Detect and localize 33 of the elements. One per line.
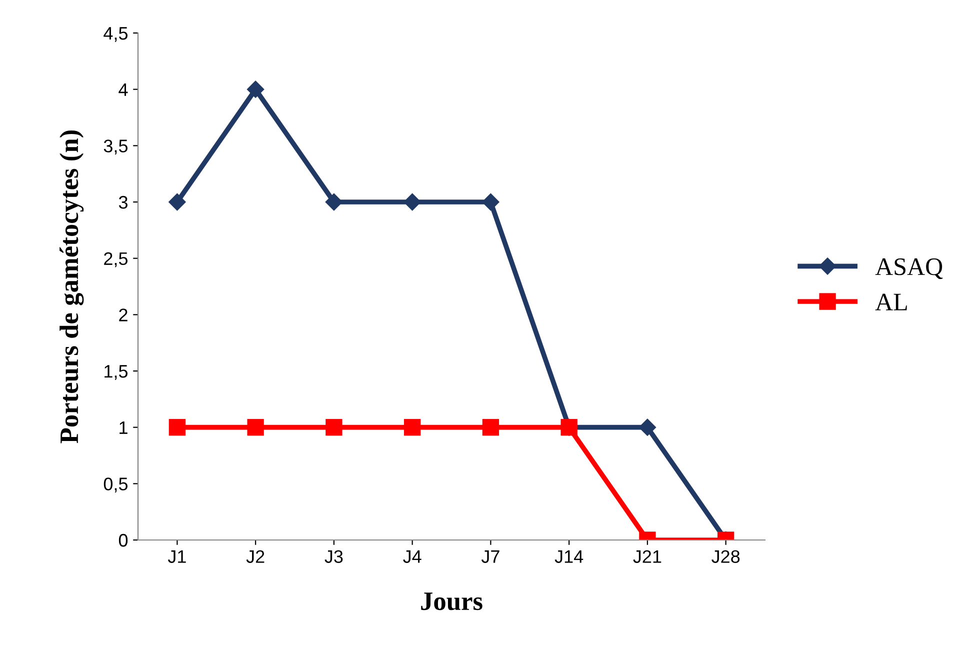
point (247, 80, 264, 98)
x-tick-label: J7 (481, 550, 500, 563)
y-tick-label: 4,5 (104, 27, 128, 42)
point (404, 419, 421, 436)
y-axis-title: Porteurs de gamétocytes (n) (60, 130, 84, 444)
y-tick-label: 3,5 (104, 140, 128, 155)
y-tick-label: 0 (118, 534, 128, 547)
legend-label: ASAQ (875, 258, 943, 279)
x-tick-label: J4 (403, 550, 422, 563)
y-tick-label: 2,5 (104, 252, 128, 268)
x-tick-label: J1 (168, 550, 186, 563)
y-tick-label: 0,5 (104, 478, 128, 493)
point (638, 418, 656, 436)
x-tick-label: J3 (324, 550, 343, 563)
y-tick-label: 3 (118, 196, 128, 209)
x-axis-title: Jours (421, 592, 482, 610)
legend-label: AL (875, 294, 907, 310)
point (325, 193, 342, 211)
y-tick-label: 4 (118, 83, 128, 96)
point (168, 419, 186, 436)
point (482, 193, 500, 211)
point (168, 193, 186, 211)
y-tick-label: 2 (119, 308, 128, 322)
y-tick-label: 1 (120, 421, 128, 434)
x-tick-label: J14 (554, 550, 584, 563)
x-tick-label: J28 (712, 550, 740, 563)
x-tick-label: J2 (246, 550, 264, 563)
point (247, 419, 264, 436)
point (326, 419, 342, 436)
point (404, 193, 421, 211)
point (482, 419, 500, 436)
x-tick-label: J21 (633, 550, 662, 563)
y-tick-label: 1,5 (104, 365, 128, 380)
